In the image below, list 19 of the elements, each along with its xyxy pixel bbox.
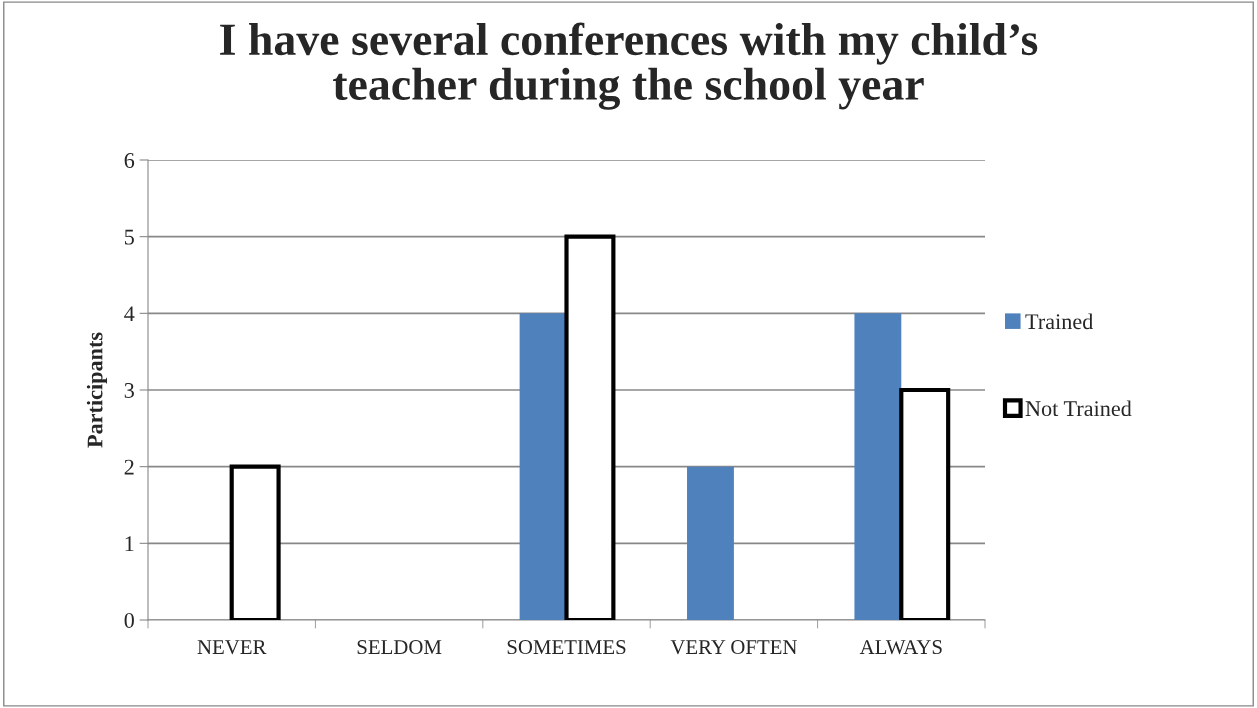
legend-label: Not Trained	[1025, 400, 1132, 417]
y-axis-title: Participants	[86, 332, 108, 448]
bar	[854, 313, 902, 620]
legend-label: Trained	[1025, 313, 1094, 330]
x-tick-label: VERY OFTEN	[670, 640, 797, 655]
x-tick-label: ALWAYS	[859, 640, 942, 655]
x-tick-label: NEVER	[197, 640, 267, 655]
y-tick-label: 0	[124, 612, 134, 628]
y-tick-label: 5	[124, 229, 134, 245]
x-tick-label: SELDOM	[357, 640, 442, 655]
y-tick-label: 3	[124, 382, 134, 398]
x-tick-label: SOMETIMES	[507, 640, 626, 655]
y-tick-label: 4	[124, 306, 135, 322]
bar	[687, 466, 734, 620]
y-tick-label: 2	[124, 459, 134, 475]
bar	[519, 313, 567, 620]
chart-title: I have several conferences with my child’s teacher during the school year	[220, 22, 1038, 110]
y-tick-label: 1	[125, 536, 134, 552]
y-tick-label: 6	[124, 152, 135, 168]
